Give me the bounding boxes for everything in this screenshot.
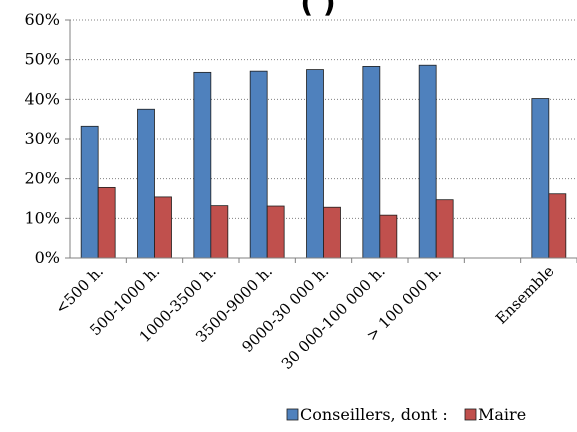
legend: Conseillers, dont : Maire bbox=[286, 405, 526, 424]
legend-label: Conseillers, dont : bbox=[300, 405, 448, 424]
y-tick-label: 10% bbox=[24, 208, 60, 227]
y-tick-label: 40% bbox=[24, 89, 60, 108]
bar-maire bbox=[323, 206, 341, 259]
bar-maire bbox=[210, 205, 229, 259]
y-tick-label: 0% bbox=[35, 248, 60, 267]
y-tick-label: 30% bbox=[24, 129, 60, 148]
bar-conseillers bbox=[193, 71, 212, 259]
x-tick-label: 30 000-100 000 h. bbox=[278, 262, 389, 373]
y-tick-label: 20% bbox=[24, 169, 60, 188]
bars bbox=[80, 64, 567, 259]
bar-maire bbox=[379, 214, 398, 259]
bar-maire bbox=[97, 186, 116, 259]
bar-maire bbox=[266, 205, 285, 259]
bar-maire bbox=[435, 199, 454, 259]
y-tick-label: 50% bbox=[24, 50, 60, 69]
bar-maire bbox=[548, 193, 567, 259]
bar-maire bbox=[154, 196, 172, 259]
y-axis: 0% 10% 20% 30% 40% 50% 60% bbox=[24, 10, 71, 267]
x-tick-label: Ensemble bbox=[492, 262, 558, 328]
bar-conseillers bbox=[362, 66, 381, 259]
legend-swatch bbox=[464, 408, 477, 421]
legend-swatch bbox=[286, 408, 299, 421]
x-tick-label: <500 h. bbox=[52, 262, 107, 317]
x-axis: <500 h.500-1000 h.1000-3500 h.3500-9000 … bbox=[52, 257, 577, 373]
bar-conseillers bbox=[418, 64, 437, 259]
bar-conseillers bbox=[80, 125, 99, 259]
bar-conseillers bbox=[137, 108, 155, 259]
bar-conseillers bbox=[306, 69, 324, 259]
chart-title: ( ) bbox=[300, 0, 335, 19]
y-tick-label: 60% bbox=[24, 10, 60, 29]
bar-conseillers bbox=[531, 98, 550, 259]
bar-conseillers bbox=[249, 70, 268, 259]
legend-label: Maire bbox=[478, 405, 526, 424]
